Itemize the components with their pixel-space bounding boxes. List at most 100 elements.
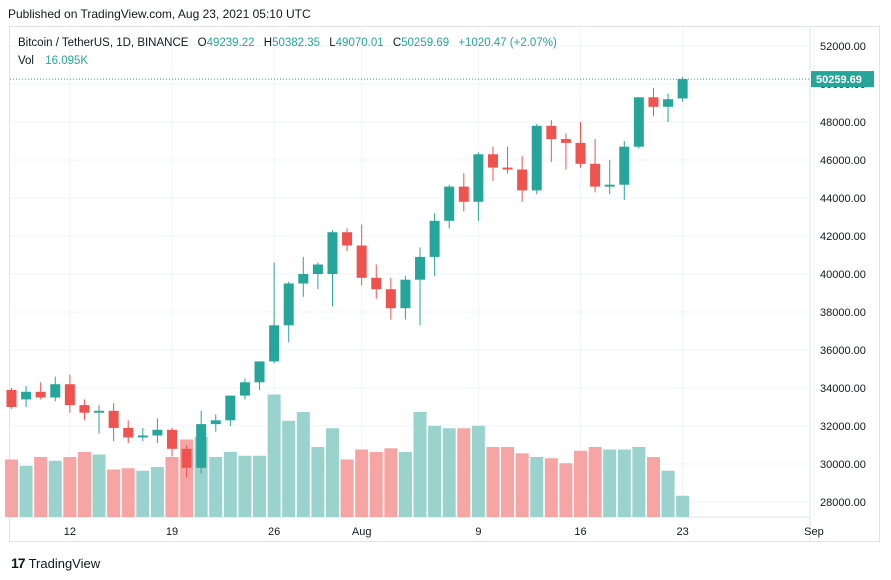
candle-body: [6, 389, 17, 407]
candle: [210, 414, 221, 432]
y-tick-label: 44000.00: [820, 193, 866, 205]
candle-body: [210, 420, 221, 425]
volume-bars: [5, 394, 690, 517]
candle-body: [371, 277, 382, 290]
candle-body: [342, 232, 353, 246]
candle-body: [181, 448, 192, 468]
chart-frame[interactable]: [9, 26, 880, 542]
candle: [663, 93, 674, 122]
candle-body: [444, 186, 455, 221]
volume-bar: [413, 412, 427, 517]
y-tick-label: 32000.00: [820, 421, 866, 433]
volume-bar: [428, 425, 442, 517]
candle: [312, 262, 323, 290]
volume-bar: [311, 447, 325, 517]
candle: [21, 386, 32, 407]
candle: [108, 403, 119, 442]
candle-body: [283, 283, 294, 326]
candle-body: [239, 382, 250, 396]
candle-body: [415, 256, 426, 280]
candle-body: [619, 146, 630, 185]
candle: [181, 445, 192, 478]
candle: [166, 427, 177, 457]
y-tick-label: 52000.00: [820, 41, 866, 53]
last-price-badge: [811, 71, 874, 88]
y-tick-label: 30000.00: [820, 459, 866, 471]
candle-body: [458, 186, 469, 202]
candle-body: [254, 361, 265, 383]
candle: [473, 152, 484, 221]
volume-bar: [676, 495, 690, 517]
close-label: C: [392, 37, 402, 49]
candle-body: [560, 139, 571, 143]
brand-name: TradingView: [28, 555, 101, 571]
chart-legend: Bitcoin / TetherUS, 1D, BINANCE O49239.2…: [18, 35, 557, 70]
candle: [385, 277, 396, 320]
x-tick-label: Aug: [352, 526, 372, 538]
candle-body: [575, 142, 586, 164]
candle-body: [356, 245, 367, 278]
volume-bar: [515, 453, 529, 517]
candle-body: [225, 395, 236, 421]
candle: [590, 139, 601, 193]
symbol-label: Bitcoin / TetherUS, 1D, BINANCE: [18, 37, 189, 49]
volume-bar: [136, 470, 150, 517]
volume-bar: [267, 394, 281, 517]
x-tick-label: 12: [64, 526, 76, 538]
candle: [400, 275, 411, 320]
volume-bar: [471, 425, 485, 517]
candle: [371, 264, 382, 299]
candle-body: [633, 97, 644, 147]
y-tick-label: 38000.00: [820, 307, 866, 319]
candle: [196, 410, 207, 474]
volume-bar: [165, 457, 179, 517]
candle: [560, 133, 571, 170]
volume-bar: [340, 459, 354, 517]
volume-bar: [121, 468, 135, 517]
candle-body: [166, 429, 177, 449]
volume-bar: [544, 458, 558, 517]
volume-bar: [632, 447, 646, 517]
candle-body: [152, 429, 163, 436]
x-tick-label: 23: [677, 526, 689, 538]
candle: [429, 213, 440, 276]
volume-bar: [603, 449, 617, 517]
candle: [94, 405, 105, 434]
tradingview-logo[interactable]: 17 TradingView: [11, 555, 100, 571]
candle: [327, 230, 338, 307]
candle: [298, 256, 309, 297]
y-tick-label: 28000.00: [820, 497, 866, 509]
high-label: H: [263, 37, 273, 49]
candle: [531, 123, 542, 195]
x-tick-label: 19: [166, 526, 178, 538]
candle: [137, 427, 148, 442]
volume-bar: [574, 450, 588, 517]
candle-body: [663, 99, 674, 107]
change-value: +1020.47 (+2.07%): [458, 37, 557, 49]
candle: [225, 395, 236, 426]
low-value: 49070.01: [335, 37, 384, 49]
candle-body: [604, 184, 615, 187]
x-tick-label: Sep: [804, 526, 824, 538]
x-tick-label: 9: [475, 526, 481, 538]
candle: [444, 184, 455, 229]
candle-body: [531, 125, 542, 191]
candle: [269, 262, 280, 364]
candle: [6, 388, 17, 409]
volume-bar: [486, 447, 500, 517]
candle-body: [385, 289, 396, 309]
volume-bar: [5, 459, 18, 517]
candle-body: [108, 410, 119, 428]
volume-bar: [501, 447, 515, 517]
candle: [152, 418, 163, 444]
candle: [517, 156, 528, 202]
candle-body: [590, 163, 601, 187]
volume-bar: [282, 420, 296, 517]
candle: [458, 173, 469, 212]
x-axis: 12 19 26 Aug 9 16 23 Sep: [64, 526, 824, 538]
candle-body: [21, 391, 32, 400]
candle: [342, 228, 353, 252]
volume-bar: [48, 460, 62, 517]
candle: [35, 382, 46, 400]
